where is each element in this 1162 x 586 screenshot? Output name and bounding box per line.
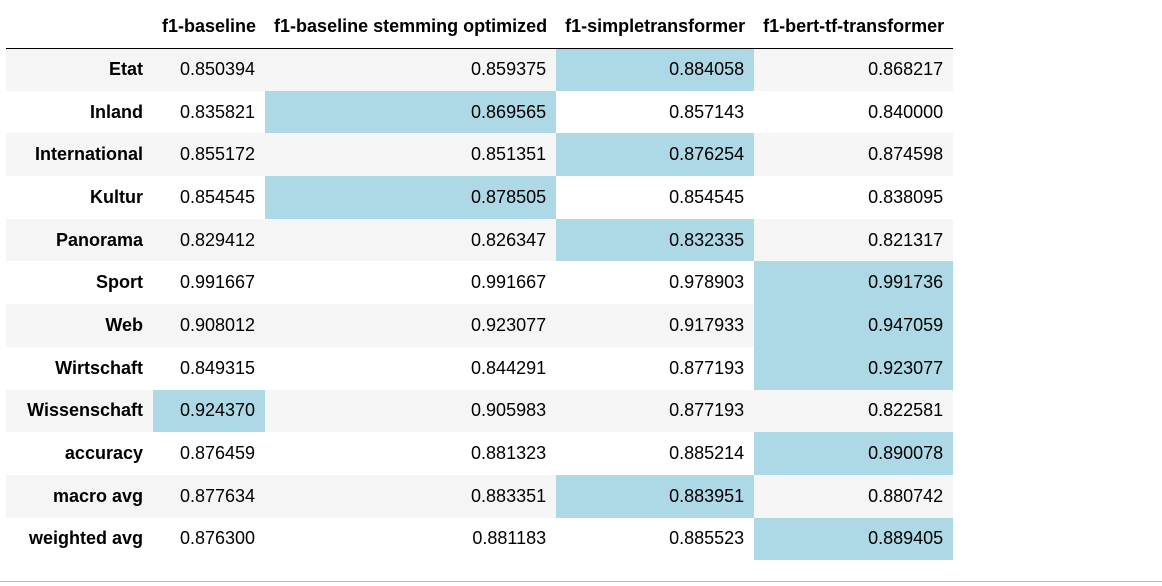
table-cell-max: 0.884058 (556, 48, 755, 91)
table-cell: 0.821317 (868, 229, 944, 250)
table-cell: 0.885214 (669, 443, 745, 464)
table-row: Web 0.908012 0.923077 0.917933 0.947059 (6, 304, 954, 347)
table-cell: 0.885523 (669, 528, 745, 549)
table-cell: 0.857143 (669, 101, 745, 122)
table-cell: 0.826347 (471, 229, 547, 250)
row-label: Panorama (55, 229, 143, 250)
table-cell: 0.881323 (471, 443, 547, 464)
header-corner (6, 6, 153, 49)
table-row: Inland 0.835821 0.869565 0.857143 0.840000 (6, 90, 954, 134)
table-cell: 0.838095 (868, 186, 944, 207)
row-label: Wirtschaft (55, 357, 143, 378)
table-cell: 0.880742 (868, 485, 944, 506)
table-row: Wirtschaft 0.849315 0.844291 0.877193 0.9230… (6, 346, 954, 390)
row-label: accuracy (64, 443, 143, 464)
row-label: Kultur (90, 186, 143, 207)
table-row: weighted avg 0.876300 0.881183 0.885523 0.88… (6, 517, 954, 561)
bottom-divider (0, 581, 1162, 582)
table-cell: 0.822581 (868, 400, 944, 421)
table-cell: 0.877193 (669, 357, 745, 378)
table-row: accuracy 0.876459 0.881323 0.885214 0.890078 (6, 432, 954, 475)
table-cell: 0.905983 (471, 400, 547, 421)
results-table-container: f1-baseline f1-baseline stemming optimiz… (6, 6, 954, 561)
table-body: Etat 0.850394 0.859375 0.884058 0.868217 Inla… (6, 48, 954, 561)
table-cell: 0.917933 (669, 314, 745, 335)
table-row: Sport 0.991667 0.991667 0.978903 0.991736 (6, 261, 954, 305)
row-label: macro avg (52, 485, 143, 506)
table-cell-max: 0.923077 (754, 346, 954, 390)
table-cell-max: 0.924370 (153, 389, 266, 433)
column-header-f1-bert-tf-transformer: f1-bert-tf-transformer (754, 6, 954, 49)
row-label: Sport (96, 272, 143, 293)
table-cell: 0.876300 (179, 528, 256, 549)
table-cell: 0.844291 (471, 357, 547, 378)
table-cell: 0.883351 (471, 485, 547, 506)
table-cell-max: 0.991736 (754, 261, 954, 305)
table-cell-max: 0.878505 (265, 176, 557, 219)
table-cell: 0.874598 (868, 144, 944, 165)
table-cell: 0.991667 (471, 272, 547, 293)
table-cell: 0.877193 (669, 400, 745, 421)
table-cell: 0.868217 (868, 59, 944, 80)
table-cell: 0.854545 (669, 186, 745, 207)
table-cell-max: 0.832335 (556, 218, 755, 262)
row-label: International (34, 144, 143, 165)
table-cell: 0.851351 (471, 144, 547, 165)
row-label: weighted avg (28, 528, 143, 549)
table-cell: 0.978903 (669, 272, 745, 293)
table-cell-max: 0.889405 (754, 517, 954, 561)
table-cell: 0.876459 (179, 443, 256, 464)
f1-results-table: f1-baseline f1-baseline stemming optimiz… (6, 6, 954, 561)
header-row: f1-baseline f1-baseline stemming optimiz… (6, 6, 954, 49)
column-header-f1-baseline: f1-baseline (153, 6, 266, 49)
table-cell: 0.881183 (472, 528, 547, 549)
table-cell-max: 0.883951 (556, 474, 755, 518)
table-row: Kultur 0.854545 0.878505 0.854545 0.838095 (6, 176, 954, 219)
table-cell: 0.854545 (179, 186, 256, 207)
table-row: Panorama 0.829412 0.826347 0.832335 0.821317 (6, 218, 954, 262)
table-cell: 0.859375 (471, 59, 547, 80)
table-header: f1-baseline f1-baseline stemming optimiz… (6, 6, 954, 49)
column-header-f1-simpletransformer: f1-simpletransformer (556, 6, 755, 49)
column-header-f1-baseline-stemming-optimized: f1-baseline stemming optimized (265, 6, 557, 49)
table-cell-max: 0.876254 (556, 133, 755, 177)
row-label: Web (105, 314, 143, 335)
table-cell: 0.923077 (471, 314, 547, 335)
table-cell-max: 0.947059 (754, 304, 954, 347)
row-label: Inland (90, 101, 143, 122)
table-cell: 0.991667 (179, 272, 256, 293)
table-cell: 0.840000 (868, 101, 944, 122)
table-cell: 0.877634 (179, 485, 256, 506)
table-cell: 0.855172 (179, 144, 256, 165)
table-cell: 0.908012 (179, 314, 256, 335)
table-cell: 0.850394 (179, 59, 256, 80)
table-cell-max: 0.869565 (265, 90, 557, 134)
table-row: International 0.855172 0.851351 0.876254 0.8… (6, 133, 954, 177)
table-cell-max: 0.890078 (754, 432, 954, 475)
table-row: macro avg 0.877634 0.883351 0.883951 0.88074… (6, 474, 954, 518)
table-cell: 0.835821 (179, 101, 256, 122)
table-row: Etat 0.850394 0.859375 0.884058 0.868217 (6, 48, 954, 91)
table-cell: 0.829412 (179, 229, 256, 250)
row-label: Etat (108, 59, 143, 80)
table-row: Wissenschaft 0.924370 0.905983 0.877193 0.82… (6, 389, 954, 433)
row-label: Wissenschaft (27, 400, 143, 421)
table-cell: 0.849315 (179, 357, 256, 378)
